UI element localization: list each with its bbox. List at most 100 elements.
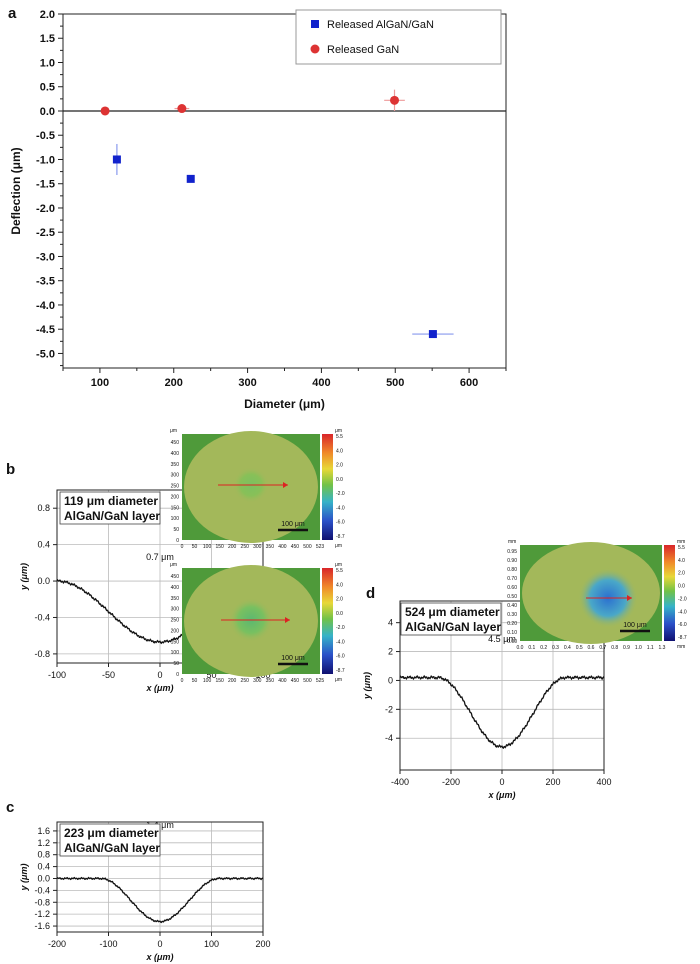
data-point-algan xyxy=(186,174,195,183)
data-point-algan xyxy=(428,330,437,339)
inset-x-tick-label: 100 xyxy=(203,544,212,550)
y-tick-label: -4 xyxy=(385,733,393,743)
panel-label-a: a xyxy=(8,5,17,22)
y-tick-label: 0.4 xyxy=(37,862,50,872)
chart-d: -400 -200 0 200 400 4 2 0 -2 -4 4.5 μm x (μm) y (μm)… xyxy=(362,600,612,800)
profile-arrowhead xyxy=(283,482,288,488)
legend-label: Released GaN xyxy=(327,44,399,56)
inset-y-tick-label: 0.00 xyxy=(507,639,517,645)
colorbar-tick-label: 2.0 xyxy=(678,571,685,577)
inset-x-tick-label: 0 xyxy=(181,678,184,684)
inset-x-tick-label: 0.9 xyxy=(623,645,630,651)
inset-y-tick-label: 0.90 xyxy=(507,558,517,564)
inset-x-tick-label: 500 xyxy=(303,678,312,684)
y-tick-label: 4 xyxy=(388,618,393,628)
y-tick-label: 0.8 xyxy=(37,850,50,860)
y-tick-label: -1.0 xyxy=(36,154,55,166)
inset-y-tick-label: 150 xyxy=(171,505,180,511)
annotation-line-2: AlGaN/GaN layer xyxy=(64,509,160,523)
inset-x-tick-label: 150 xyxy=(215,544,224,550)
inset-y-tick-label: 0 xyxy=(176,672,179,678)
inset-y-tick-label: 450 xyxy=(171,440,180,446)
x-tick-label: 200 xyxy=(165,377,183,389)
legend-marker-square xyxy=(311,20,319,28)
y-tick-label: 2.0 xyxy=(40,9,55,21)
inset-x-tick-label: 400 xyxy=(278,678,287,684)
y-tick-label: 1.6 xyxy=(37,826,50,836)
y-tick-label: 1.5 xyxy=(40,33,55,45)
colorbar-tick-label: -4.0 xyxy=(336,639,345,645)
inset-y-tick-label: 0.20 xyxy=(507,621,517,627)
x-tick-label: 200 xyxy=(255,939,270,949)
y-tick-label: 2 xyxy=(388,647,393,657)
x-tick-label: -200 xyxy=(442,777,460,787)
colorbar-unit-bottom: mm xyxy=(677,644,685,650)
y-tick-label: -1.6 xyxy=(34,921,50,931)
panel-label-d: d xyxy=(366,585,375,602)
x-tick-label: -50 xyxy=(102,670,115,680)
y-axis-label: y (μm) xyxy=(362,672,372,700)
inset-y-tick-label: 250 xyxy=(171,484,180,490)
inset-x-tick-label: 0.5 xyxy=(576,645,583,651)
legend-box xyxy=(295,9,502,65)
inset-x-tick-label: 200 xyxy=(228,678,237,684)
inset-y-tick-label: 0.30 xyxy=(507,612,517,618)
inset-x-tick-label: 525 xyxy=(316,678,325,684)
inset-d: 100 μmmm0.950.900.800.700.600.500.400.30… xyxy=(507,539,687,651)
x-tick-label: 0 xyxy=(157,939,162,949)
x-axis-label: x (μm) xyxy=(146,952,174,962)
legend-label: Released AlGaN/GaN xyxy=(327,19,434,31)
inset-y-tick-label: 250 xyxy=(171,618,180,624)
inset-y-tick-label: 50 xyxy=(173,661,179,667)
data-point-gan xyxy=(100,106,110,116)
scale-bar-label: 100 μm xyxy=(281,655,305,662)
colorbar-tick-label: 2.0 xyxy=(336,597,343,603)
inset-x-tick-label: 0.3 xyxy=(552,645,559,651)
inset-y-tick-label: 300 xyxy=(171,607,180,613)
inset-y-tick-label: 0.80 xyxy=(507,567,517,573)
colorbar-tick-label: 4.0 xyxy=(336,582,343,588)
scale-bar-label: 100 μm xyxy=(623,622,647,629)
colorbar-tick-label: -8.7 xyxy=(678,635,687,641)
inset-y-tick-label: 450 xyxy=(171,574,180,580)
inset-y-tick-label: 200 xyxy=(171,494,180,500)
inset-y-tick-label: 0.70 xyxy=(507,576,517,582)
inset-x-tick-label: 350 xyxy=(266,544,275,550)
colorbar xyxy=(664,545,675,641)
colorbar-tick-label: -8.7 xyxy=(336,668,345,674)
y-tick-label: -2 xyxy=(385,704,393,714)
inset-y-tick-label: 100 xyxy=(171,650,180,656)
depth-label: 0.7 μm xyxy=(146,552,174,562)
inset-y-tick-label: 0.10 xyxy=(507,630,517,636)
y-tick-label: 1.0 xyxy=(40,57,55,69)
profile-arrowhead xyxy=(285,617,290,623)
y-tick-label: 0.5 xyxy=(40,82,55,94)
colorbar-tick-label: 0.0 xyxy=(678,584,685,590)
legend: Released AlGaN/GaN Released GaN xyxy=(295,9,502,65)
inset-x-tick-label: 0.4 xyxy=(564,645,571,651)
profile-curve xyxy=(399,674,605,750)
x-tick-label: 600 xyxy=(460,377,478,389)
colorbar-tick-label: 5.5 xyxy=(336,434,343,440)
inset-x-tick-label: 450 xyxy=(291,544,300,550)
y-tick-label: 1.2 xyxy=(37,838,50,848)
colorbar-tick-label: 4.0 xyxy=(678,558,685,564)
colorbar-unit-top: μm xyxy=(335,562,342,568)
colorbar-tick-label: -4.0 xyxy=(678,609,687,615)
colorbar-unit-top: mm xyxy=(677,539,685,545)
annotation-line-2: AlGaN/GaN layer xyxy=(64,841,160,855)
inset-x-tick-label: 0.1 xyxy=(528,645,535,651)
inset-y-tick-label: 350 xyxy=(171,596,180,602)
depth-label: 4.5 μm xyxy=(488,634,516,644)
x-tick-label: -100 xyxy=(99,939,117,949)
plot-frame xyxy=(399,600,605,771)
colorbar-tick-label: 5.5 xyxy=(678,545,685,551)
y-tick-label: 0.0 xyxy=(40,106,55,118)
chart-a: 2.0 1.5 1.0 0.5 0.0 -0.5 -1.0 -1.5 -2.0 -2.5 -3.0 -… xyxy=(9,9,507,411)
y-tick-label: 0 xyxy=(388,675,393,685)
y-tick-label: -3.0 xyxy=(36,251,55,263)
inset-x-tick-label: 100 xyxy=(203,678,212,684)
x-axis-label: x (μm) xyxy=(146,683,174,693)
y-axis-label: y (μm) xyxy=(19,864,29,892)
